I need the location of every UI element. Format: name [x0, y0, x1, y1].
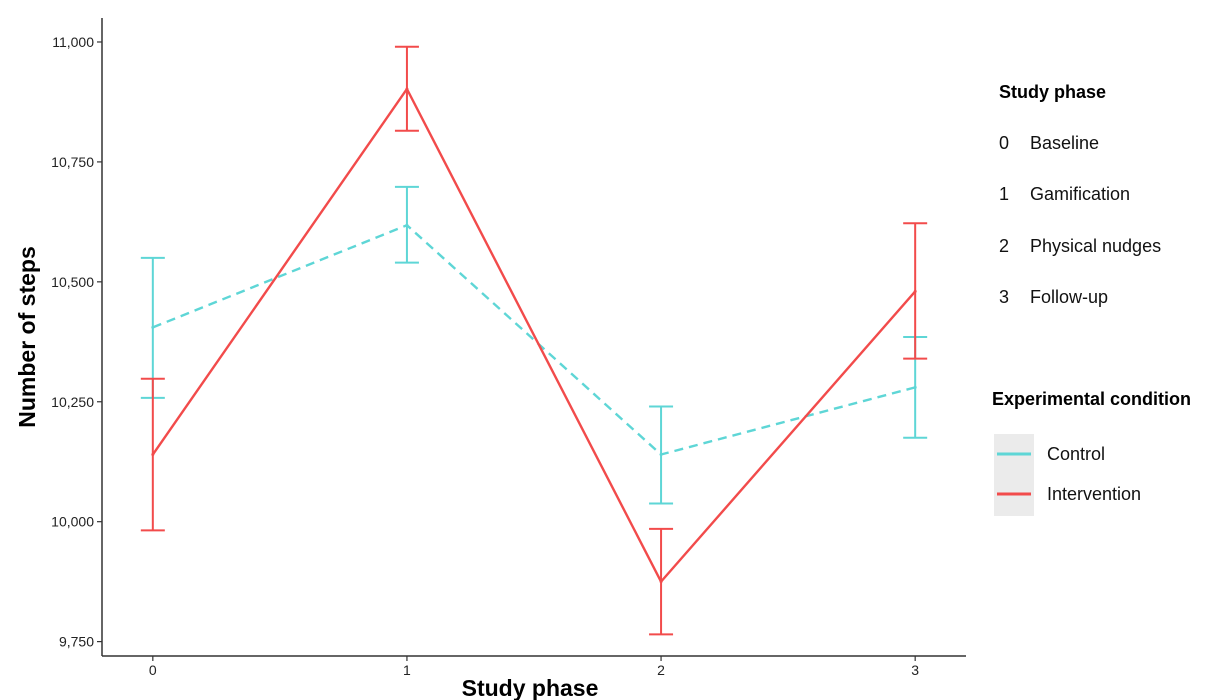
x-tick-label: 1	[403, 662, 411, 678]
legend-phase-code-0: 0	[999, 133, 1009, 153]
legend-key-background	[994, 434, 1034, 516]
legend-phase-code-1: 1	[999, 184, 1009, 204]
legend-condition-title: Experimental condition	[992, 389, 1191, 409]
intervention-data-point	[913, 289, 917, 293]
intervention-data-point	[151, 453, 155, 457]
legend-phase-title: Study phase	[999, 82, 1106, 102]
control-data-point	[405, 223, 409, 227]
control-data-point	[659, 453, 663, 457]
legend-phase-label-1: Gamification	[1030, 184, 1130, 204]
x-tick-label: 0	[149, 662, 157, 678]
intervention-series-line	[151, 87, 917, 583]
y-tick-label: 10,500	[51, 274, 94, 290]
y-tick-label: 9,750	[59, 634, 94, 650]
plot-area	[140, 45, 928, 636]
y-tick-label: 11,000	[52, 34, 94, 50]
control-series-line	[152, 224, 916, 456]
ticks: 9,750 10,000 10,250 10,500 10,750 11,000 0 1 2 3	[51, 34, 919, 678]
intervention-data-point	[659, 580, 663, 584]
intervention-data-point	[405, 87, 409, 91]
legend-phase-code-3: 3	[999, 287, 1009, 307]
legend-phase-label-3: Follow-up	[1030, 287, 1108, 307]
x-tick-label: 3	[911, 662, 919, 678]
legend-phase-label-0: Baseline	[1030, 133, 1099, 153]
axes	[101, 18, 966, 657]
legend-phase-code-2: 2	[999, 236, 1009, 256]
legend-condition-label-0: Control	[1047, 444, 1105, 464]
control-data-point	[151, 325, 155, 329]
y-tick-label: 10,750	[51, 154, 94, 170]
y-axis-title: Number of steps	[14, 246, 40, 427]
x-tick-label: 2	[657, 662, 665, 678]
y-tick-label: 10,000	[51, 514, 94, 530]
legend: Study phase 0 Baseline 1 Gamification 2 …	[992, 82, 1191, 516]
legend-condition-label-1: Intervention	[1047, 484, 1141, 504]
y-tick-label: 10,250	[51, 394, 94, 410]
legend-phase-label-2: Physical nudges	[1030, 236, 1161, 256]
control-data-point	[913, 385, 917, 389]
x-axis-title: Study phase	[462, 675, 599, 700]
